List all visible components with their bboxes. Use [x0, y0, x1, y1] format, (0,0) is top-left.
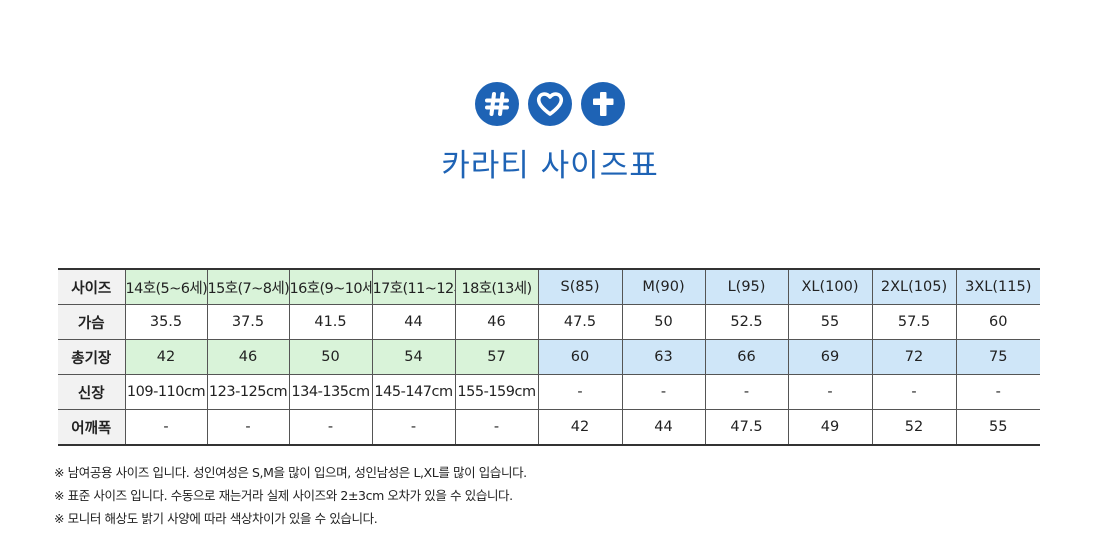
table-cell: 60 [537, 339, 623, 375]
table-cell: 42 [537, 409, 623, 445]
table-cell: 155-159cm [454, 374, 539, 410]
hashtag-icon [475, 82, 519, 126]
cross-icon [581, 82, 625, 126]
table-cell: 54 [371, 339, 456, 375]
table-cell: - [124, 409, 208, 445]
table-cell: 109-110cm [124, 374, 208, 410]
row-label: 총기장 [58, 339, 126, 375]
header-size-xl: XL(100) [787, 269, 873, 305]
header-size-l: L(95) [704, 269, 789, 305]
table-cell: 44 [621, 409, 706, 445]
header-size-15: 15호(7~8세) [206, 269, 290, 305]
row-label: 가슴 [58, 304, 126, 340]
page-title: 카라티 사이즈표 [441, 148, 659, 184]
table-cell: 66 [704, 339, 789, 375]
table-cell: 123-125cm [206, 374, 290, 410]
table-cell: 72 [871, 339, 957, 375]
table-cell: 52.5 [704, 304, 789, 340]
row-label: 신장 [58, 374, 126, 410]
header-size-3xl: 3XL(115) [955, 269, 1040, 305]
table-cell: 49 [787, 409, 873, 445]
row-chest: 가슴 35.5 37.5 41.5 44 46 47.5 50 52.5 55 … [58, 304, 1040, 340]
icon-row [0, 82, 1100, 126]
table-cell: 60 [955, 304, 1040, 340]
table-cell: - [454, 409, 539, 445]
row-height: 신장 109-110cm 123-125cm 134-135cm 145-147… [58, 374, 1040, 410]
header-size-17: 17호(11~12세) [371, 269, 456, 305]
table-cell: - [537, 374, 623, 410]
table-cell: 41.5 [288, 304, 373, 340]
table-cell: 47.5 [537, 304, 623, 340]
header-size-m: M(90) [621, 269, 706, 305]
header-size-14: 14호(5~6세) [124, 269, 208, 305]
table-cell: - [621, 374, 706, 410]
header-label: 사이즈 [58, 269, 126, 305]
row-length: 총기장 42 46 50 54 57 60 63 66 69 72 75 [58, 339, 1040, 375]
header-size-18: 18호(13세) [454, 269, 539, 305]
table-cell: 57.5 [871, 304, 957, 340]
table-cell: - [871, 374, 957, 410]
note-line: ※ 남여공용 사이즈 입니다. 성인여성은 S,M을 많이 입으며, 성인남성은… [54, 465, 527, 480]
table-cell: 42 [124, 339, 208, 375]
table-cell: 69 [787, 339, 873, 375]
table-cell: 46 [454, 304, 539, 340]
header-size-16: 16호(9~10세) [288, 269, 373, 305]
table-cell: - [206, 409, 290, 445]
heart-icon [528, 82, 572, 126]
note-line: ※ 표준 사이즈 입니다. 수동으로 재는거라 실제 사이즈와 2±3cm 오차… [54, 488, 513, 503]
table-cell: 46 [206, 339, 290, 375]
table-cell: 44 [371, 304, 456, 340]
table-cell: 50 [621, 304, 706, 340]
table-cell: - [704, 374, 789, 410]
table-cell: 145-147cm [371, 374, 456, 410]
table-cell: 50 [288, 339, 373, 375]
table-cell: - [288, 409, 373, 445]
header-size-2xl: 2XL(105) [871, 269, 957, 305]
size-table: 사이즈 14호(5~6세) 15호(7~8세) 16호(9~10세) 17호(1… [58, 268, 1040, 446]
table-cell: 75 [955, 339, 1040, 375]
table-cell: 134-135cm [288, 374, 373, 410]
table-cell: 55 [787, 304, 873, 340]
table-cell: 57 [454, 339, 539, 375]
size-notes: ※ 남여공용 사이즈 입니다. 성인여성은 S,M을 많이 입으며, 성인남성은… [54, 463, 527, 532]
header-row: 사이즈 14호(5~6세) 15호(7~8세) 16호(9~10세) 17호(1… [58, 269, 1040, 305]
note-line: ※ 모니터 해상도 밝기 사양에 따라 색상차이가 있을 수 있습니다. [54, 511, 378, 526]
row-shoulder: 어깨폭 - - - - - 42 44 47.5 49 52 55 [58, 409, 1040, 445]
table-cell: 55 [955, 409, 1040, 445]
row-label: 어깨폭 [58, 409, 126, 445]
table-cell: 52 [871, 409, 957, 445]
table-cell: 37.5 [206, 304, 290, 340]
table-cell: 47.5 [704, 409, 789, 445]
table-cell: 35.5 [124, 304, 208, 340]
header-size-s: S(85) [537, 269, 623, 305]
table-cell: - [787, 374, 873, 410]
table-cell: - [371, 409, 456, 445]
table-cell: 63 [621, 339, 706, 375]
table-cell: - [955, 374, 1040, 410]
